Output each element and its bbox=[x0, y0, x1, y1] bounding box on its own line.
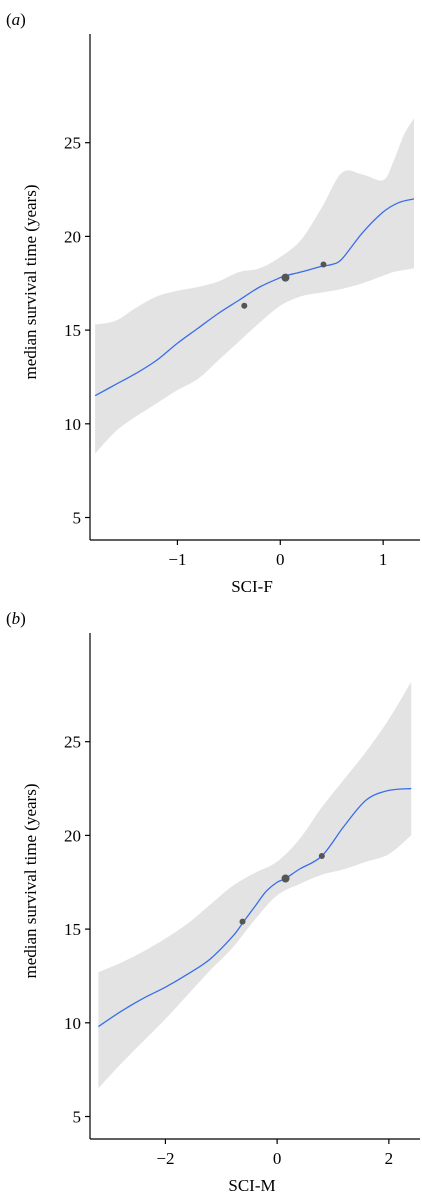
data-point-a-1 bbox=[241, 302, 248, 309]
data-point-a-3 bbox=[320, 261, 327, 268]
panel-label-b: (b) bbox=[6, 609, 26, 628]
data-point-a-2 bbox=[281, 273, 290, 282]
y-tick-label-a-15: 15 bbox=[64, 321, 81, 340]
smooth-line-a bbox=[94, 198, 415, 397]
data-point-b-3 bbox=[318, 853, 325, 860]
x-tick-label-b-2: 0 bbox=[273, 1149, 282, 1168]
chart-b: 5 10 15 20 25 −2 0 2 SCI-M median survival time… bbox=[21, 633, 420, 1195]
y-tick-label-a-25: 25 bbox=[64, 134, 81, 153]
smooth-line-b bbox=[98, 787, 412, 1028]
x-tick-label-a-2: 0 bbox=[276, 550, 285, 569]
y-tick-label-b-25: 25 bbox=[64, 733, 81, 752]
y-tick-label-b-20: 20 bbox=[64, 826, 81, 845]
y-tick-label-a-5: 5 bbox=[73, 509, 82, 528]
x-tick-label-a-3: 1 bbox=[379, 550, 388, 569]
panel-a: (a) 5 10 15 20 25 −1 0 1 SCI-F median survival … bbox=[6, 10, 420, 596]
y-tick-label-b-5: 5 bbox=[73, 1108, 82, 1127]
y-tick-label-a-20: 20 bbox=[64, 227, 81, 246]
y-tick-label-a-10: 10 bbox=[64, 415, 81, 434]
confidence-band-a bbox=[95, 118, 414, 454]
x-axis-label-a: SCI-F bbox=[231, 577, 273, 596]
chart-a: 5 10 15 20 25 −1 0 1 SCI-F median survival time… bbox=[21, 34, 420, 596]
y-axis-label-b: median survival time (years) bbox=[21, 784, 40, 979]
y-tick-label-b-15: 15 bbox=[64, 920, 81, 939]
y-axis-label-a: median survival time (years) bbox=[21, 185, 40, 380]
x-axis-label-b: SCI-M bbox=[228, 1176, 275, 1195]
x-tick-label-b-3: 2 bbox=[385, 1149, 394, 1168]
x-tick-label-b-1: −2 bbox=[156, 1149, 174, 1168]
confidence-band-b bbox=[98, 681, 412, 1089]
panel-b: (b) 5 10 15 20 25 −2 0 2 SCI-M median survival … bbox=[0, 599, 422, 1198]
data-point-b-2 bbox=[281, 874, 290, 883]
x-tick-label-a-1: −1 bbox=[168, 550, 186, 569]
y-tick-label-b-10: 10 bbox=[64, 1014, 81, 1033]
panel-label-a: (a) bbox=[6, 10, 26, 29]
data-point-b-1 bbox=[239, 918, 246, 925]
